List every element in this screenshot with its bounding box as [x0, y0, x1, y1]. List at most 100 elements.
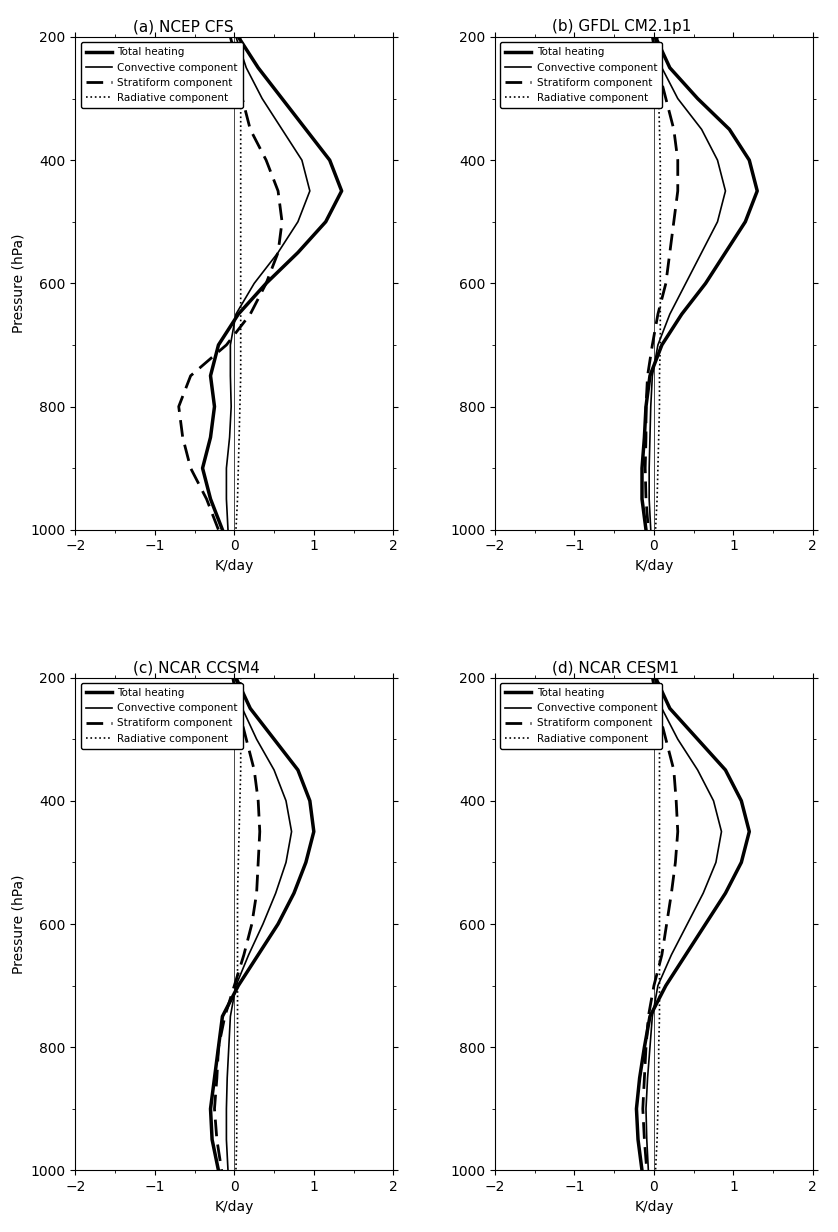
- Total heating: [645, 368, 655, 383]
- Total heating: [233, 978, 243, 993]
- Convective component: [647, 1009, 657, 1024]
- Convective component: [649, 670, 660, 685]
- Total heating: [680, 947, 691, 962]
- Stratiform component: [649, 978, 659, 993]
- Total heating: [253, 60, 263, 75]
- Total heating: [641, 522, 651, 537]
- Stratiform component: [261, 153, 272, 168]
- Total heating: [677, 307, 687, 322]
- Stratiform component: [246, 122, 256, 137]
- Total heating: [217, 1009, 227, 1024]
- Convective component: [222, 1071, 232, 1085]
- Convective component: [644, 461, 654, 476]
- Total heating: [214, 1163, 224, 1178]
- Stratiform component: [241, 732, 251, 747]
- Radiative component: [654, 1009, 665, 1024]
- Radiative component: [235, 670, 246, 685]
- Line: Stratiform component: Stratiform component: [645, 37, 678, 530]
- Total heating: [650, 30, 660, 44]
- Total heating: [661, 978, 671, 993]
- Radiative component: [235, 701, 246, 716]
- Stratiform component: [653, 307, 663, 322]
- Radiative component: [232, 886, 242, 901]
- Convective component: [644, 492, 654, 506]
- Convective component: [271, 886, 281, 901]
- Convective component: [221, 461, 231, 476]
- Radiative component: [654, 824, 665, 839]
- Total heating: [253, 947, 263, 962]
- Total heating: [277, 91, 287, 106]
- Convective component: [696, 122, 706, 137]
- Convective component: [643, 1071, 653, 1085]
- Radiative component: [234, 824, 244, 839]
- Stratiform component: [216, 1163, 226, 1178]
- Convective component: [673, 732, 683, 747]
- Total heating: [205, 430, 215, 445]
- Total heating: [301, 122, 311, 137]
- Radiative component: [654, 947, 665, 962]
- Total heating: [301, 855, 311, 870]
- Stratiform component: [669, 763, 679, 777]
- Convective component: [244, 947, 254, 962]
- Convective component: [231, 978, 241, 993]
- Radiative component: [654, 430, 664, 445]
- Y-axis label: Pressure (hPa): Pressure (hPa): [11, 875, 25, 973]
- Convective component: [221, 1101, 231, 1116]
- Convective component: [647, 368, 657, 383]
- Stratiform component: [669, 122, 679, 137]
- Total heating: [214, 338, 224, 352]
- Total heating: [645, 1009, 655, 1024]
- Stratiform component: [214, 1040, 224, 1055]
- Convective component: [653, 338, 663, 352]
- Stratiform component: [662, 917, 672, 931]
- Radiative component: [232, 1040, 242, 1055]
- Text: (a) NCEP CFS: (a) NCEP CFS: [132, 20, 233, 34]
- Total heating: [233, 307, 243, 322]
- Total heating: [637, 1163, 647, 1178]
- Stratiform component: [647, 30, 657, 44]
- Total heating: [753, 184, 763, 198]
- Radiative component: [654, 732, 665, 747]
- Radiative component: [235, 338, 246, 352]
- Convective component: [646, 522, 656, 537]
- Convective component: [281, 855, 291, 870]
- Convective component: [221, 492, 231, 506]
- Radiative component: [652, 492, 662, 506]
- Total heating: [721, 763, 731, 777]
- Radiative component: [232, 492, 242, 506]
- Line: Convective component: Convective component: [226, 37, 310, 530]
- Stratiform component: [661, 91, 671, 106]
- Convective component: [293, 214, 303, 229]
- Line: Convective component: Convective component: [226, 678, 292, 1170]
- Stratiform component: [239, 947, 249, 962]
- Line: Radiative component: Radiative component: [655, 37, 660, 530]
- Radiative component: [233, 855, 243, 870]
- Total heating: [210, 399, 220, 414]
- Radiative component: [655, 153, 665, 168]
- Stratiform component: [638, 1101, 648, 1116]
- Total heating: [692, 732, 702, 747]
- Line: Total heating: Total heating: [642, 37, 758, 530]
- Stratiform component: [639, 1132, 649, 1147]
- Stratiform component: [273, 245, 283, 260]
- Stratiform component: [665, 245, 675, 260]
- Stratiform component: [647, 338, 657, 352]
- Convective component: [241, 60, 251, 75]
- Total heating: [293, 245, 303, 260]
- Radiative component: [235, 399, 245, 414]
- Radiative component: [235, 763, 246, 777]
- Stratiform component: [237, 91, 247, 106]
- Stratiform component: [253, 793, 263, 808]
- Radiative component: [655, 276, 665, 291]
- Stratiform component: [641, 430, 651, 445]
- Convective component: [666, 947, 676, 962]
- Convective component: [645, 1040, 655, 1055]
- Convective component: [230, 670, 241, 685]
- Radiative component: [232, 1009, 242, 1024]
- Total heating: [701, 917, 711, 931]
- Radiative component: [654, 855, 665, 870]
- Line: Convective component: Convective component: [649, 37, 726, 530]
- Line: Convective component: Convective component: [646, 678, 722, 1170]
- Radiative component: [234, 430, 244, 445]
- Stratiform component: [644, 522, 654, 537]
